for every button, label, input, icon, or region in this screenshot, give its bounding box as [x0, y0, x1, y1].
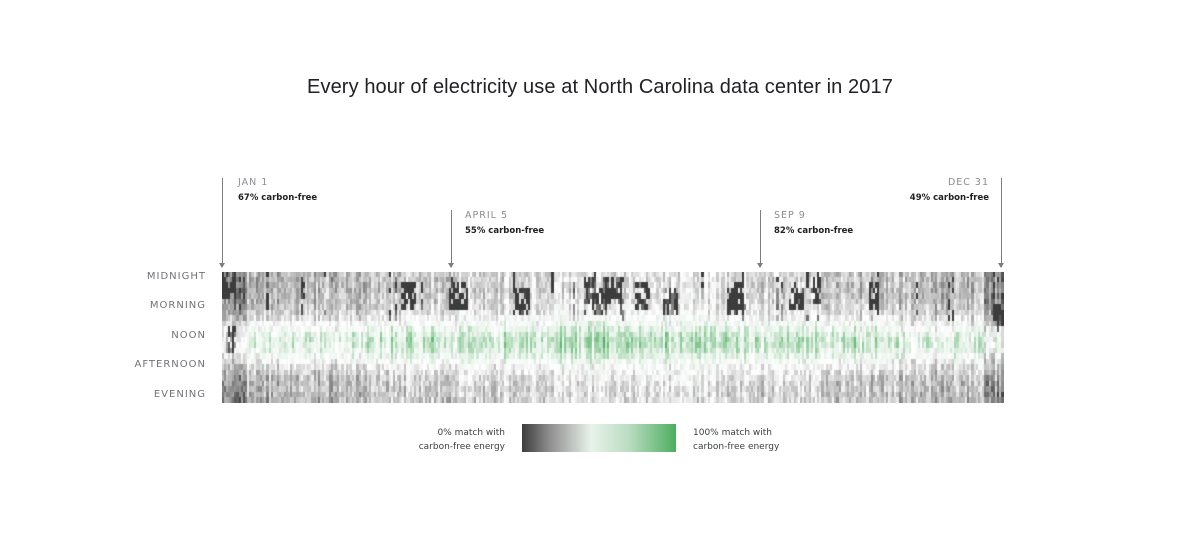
- guide-line-jan1: [219, 178, 225, 268]
- annotation-date: SEP 9: [774, 210, 806, 221]
- annotation-date: APRIL 5: [465, 210, 508, 221]
- annotation-date: JAN 1: [238, 177, 269, 188]
- legend-high-label: 100% match with carbon-free energy: [693, 426, 823, 454]
- guide-arrow-dec31: [998, 263, 1004, 268]
- heatmap-canvas: [222, 272, 1004, 403]
- guide-arrow-april5: [448, 263, 454, 268]
- guide-line-sep9: [757, 210, 763, 268]
- annotation-april5: APRIL 5 55% carbon-free: [465, 210, 645, 236]
- guide-arrow-sep9: [757, 263, 763, 268]
- guide-line-april5: [448, 210, 454, 268]
- annotation-date: DEC 31: [947, 177, 989, 188]
- annotation-value: 82% carbon-free: [774, 226, 854, 236]
- annotation-sep9: SEP 9 82% carbon-free: [774, 210, 954, 236]
- y-label-afternoon: AFTERNOON: [134, 359, 206, 370]
- legend-low-line1: 0% match with: [437, 428, 505, 438]
- legend-high-line1: 100% match with: [693, 428, 773, 438]
- legend-high-line2: carbon-free energy: [693, 442, 780, 452]
- annotation-value: 67% carbon-free: [238, 193, 318, 203]
- legend-low-label: 0% match with carbon-free energy: [380, 426, 505, 454]
- annotation-jan1: JAN 1 67% carbon-free: [238, 177, 418, 203]
- annotation-dec31: DEC 31 49% carbon-free: [809, 177, 989, 203]
- guide-arrow-jan1: [219, 263, 225, 268]
- y-label-morning: MORNING: [149, 300, 206, 311]
- chart-title: Every hour of electricity use at North C…: [307, 76, 893, 98]
- legend-low-line2: carbon-free energy: [418, 442, 505, 452]
- y-label-midnight: MIDNIGHT: [146, 271, 206, 282]
- y-label-noon: NOON: [171, 330, 206, 341]
- annotation-value: 55% carbon-free: [465, 226, 545, 236]
- guide-line-dec31: [998, 178, 1004, 268]
- y-label-evening: EVENING: [153, 389, 206, 400]
- legend-gradient-bar: [522, 424, 676, 452]
- annotation-value: 49% carbon-free: [909, 193, 989, 203]
